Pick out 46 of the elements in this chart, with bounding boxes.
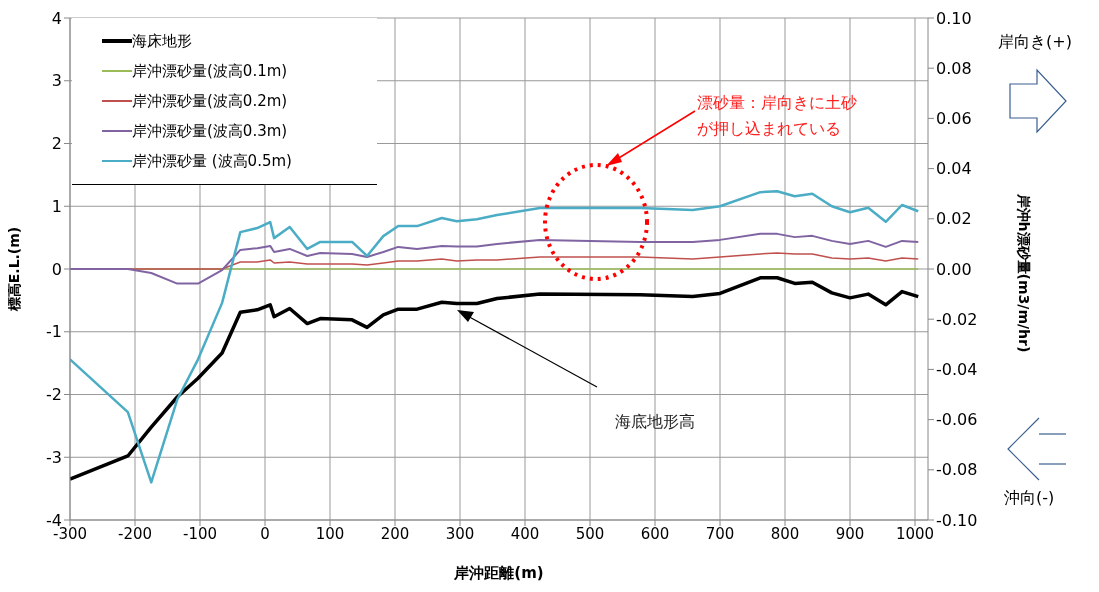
y2-tick-label: -0.04 — [936, 360, 978, 380]
x-tick-label: 400 — [510, 524, 540, 543]
text: 沖向(-) — [1004, 488, 1055, 509]
line-series — [70, 232, 920, 285]
legend-label: 岸沖漂砂量(波高0.2m) — [132, 91, 288, 111]
legend-label: 岸沖漂砂量 (波高0.5m) — [132, 151, 292, 171]
legend-label: 海床地形 — [132, 31, 192, 51]
x-tick-label: 900 — [835, 524, 865, 543]
y-tick-label: -3 — [46, 447, 62, 467]
y2-tick-label: 0.08 — [936, 58, 972, 78]
x-tick-label: -200 — [117, 524, 153, 543]
line-series — [70, 189, 920, 484]
x-tick-label: 0 — [260, 524, 270, 543]
x-tick-label: 200 — [380, 524, 410, 543]
y2-tick-label: 0.02 — [936, 209, 972, 229]
x-tick-label: 600 — [640, 524, 670, 543]
x-tick-label: 500 — [575, 524, 605, 543]
legend-label: 岸沖漂砂量(波高0.3m) — [132, 121, 288, 141]
y-tick-label: 1 — [51, 196, 62, 216]
x-tick-label: -100 — [182, 524, 218, 543]
y2-tick-label: 0.04 — [936, 159, 972, 179]
y2-axis-title: 岸沖h漂砂量(m3/m/hr) — [1015, 193, 1032, 353]
text: 岸向き(+) — [998, 32, 1072, 53]
y-tick-label: 3 — [51, 71, 62, 91]
y-tick-label: 0 — [51, 259, 62, 279]
x-axis-title: 岸沖距離(m) — [453, 564, 544, 582]
x-tick-label: 100 — [315, 524, 345, 543]
y-tick-label: -2 — [46, 385, 62, 405]
annotation: 海底地形高 — [615, 412, 695, 433]
y-tick-label: -1 — [46, 322, 62, 342]
y-tick-label: 4 — [51, 8, 62, 28]
line-series — [70, 276, 920, 481]
x-tick-label: 700 — [705, 524, 735, 543]
y2-tick-label: 0.10 — [936, 8, 972, 28]
x-tick-label: 800 — [770, 524, 800, 543]
legend-label: 岸沖漂砂量(波高0.1m) — [132, 61, 288, 81]
annotation: 漂砂量：岸向きに土砂が押し込まれている — [697, 92, 858, 140]
y2-tick-label: -0.06 — [936, 410, 978, 430]
y2-tick-label: -0.10 — [936, 510, 978, 530]
y-tick-label: 2 — [51, 134, 62, 154]
y2-tick-label: -0.08 — [936, 460, 978, 480]
y2-tick-label: -0.02 — [936, 309, 978, 329]
y2-tick-label: 0.00 — [936, 259, 972, 279]
x-tick-label: 1000 — [895, 524, 935, 543]
y2-tick-label: 0.06 — [936, 109, 972, 129]
x-tick-label: 300 — [445, 524, 475, 543]
